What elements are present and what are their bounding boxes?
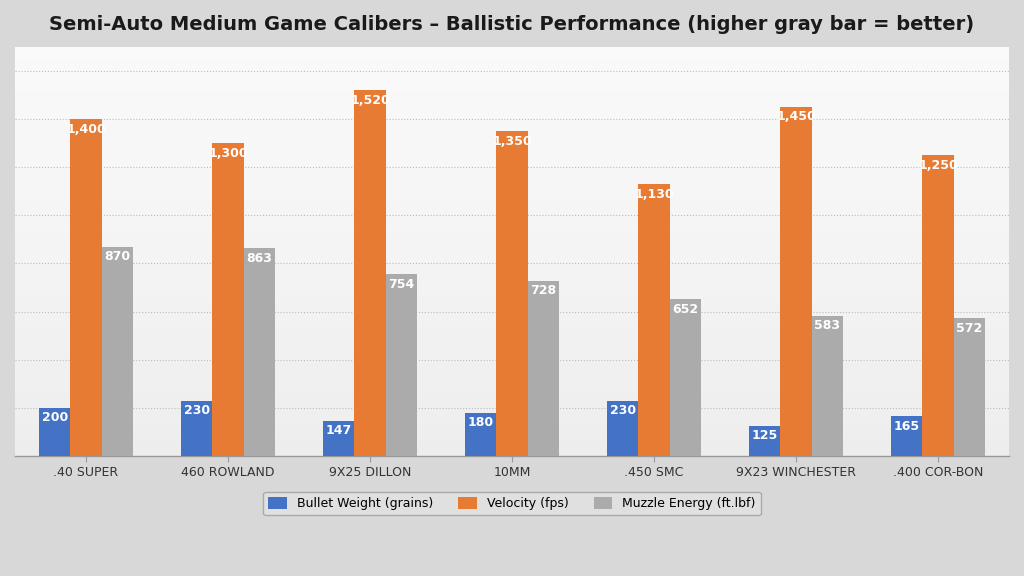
- Text: 125: 125: [752, 430, 778, 442]
- Bar: [670, 299, 700, 456]
- Text: 1,300: 1,300: [208, 146, 248, 160]
- Bar: [354, 90, 386, 456]
- Bar: [891, 416, 923, 456]
- Bar: [324, 420, 354, 456]
- Bar: [607, 400, 638, 456]
- Text: 1,520: 1,520: [350, 94, 390, 107]
- Text: 165: 165: [894, 420, 920, 433]
- Bar: [812, 316, 843, 456]
- Text: 583: 583: [814, 319, 841, 332]
- Bar: [638, 184, 670, 456]
- Bar: [386, 274, 417, 456]
- Bar: [953, 319, 985, 456]
- Legend: Bullet Weight (grains), Velocity (fps), Muzzle Energy (ft.lbf): Bullet Weight (grains), Velocity (fps), …: [263, 491, 761, 515]
- Text: 1,400: 1,400: [67, 123, 105, 135]
- Text: 200: 200: [42, 411, 68, 425]
- Bar: [244, 248, 274, 456]
- Title: Semi-Auto Medium Game Calibers – Ballistic Performance (higher gray bar = better: Semi-Auto Medium Game Calibers – Ballist…: [49, 15, 975, 34]
- Text: 754: 754: [388, 278, 415, 291]
- Bar: [101, 247, 133, 456]
- Text: 863: 863: [247, 252, 272, 265]
- Text: 1,450: 1,450: [776, 111, 816, 123]
- Bar: [923, 155, 953, 456]
- Bar: [780, 107, 812, 456]
- Bar: [71, 119, 101, 456]
- Bar: [212, 143, 244, 456]
- Bar: [750, 426, 780, 456]
- Text: 230: 230: [609, 404, 636, 417]
- Bar: [497, 131, 527, 456]
- Text: 230: 230: [183, 404, 210, 417]
- Bar: [39, 408, 71, 456]
- Bar: [465, 412, 497, 456]
- Text: 1,130: 1,130: [634, 188, 674, 200]
- Text: 147: 147: [326, 424, 352, 437]
- Text: 1,250: 1,250: [919, 158, 957, 172]
- Text: 870: 870: [104, 250, 130, 263]
- Text: 1,350: 1,350: [493, 135, 531, 147]
- Bar: [181, 400, 212, 456]
- Text: 572: 572: [956, 322, 982, 335]
- Text: 180: 180: [468, 416, 494, 429]
- Text: 728: 728: [530, 285, 556, 297]
- Bar: [527, 281, 559, 456]
- Text: 652: 652: [672, 302, 698, 316]
